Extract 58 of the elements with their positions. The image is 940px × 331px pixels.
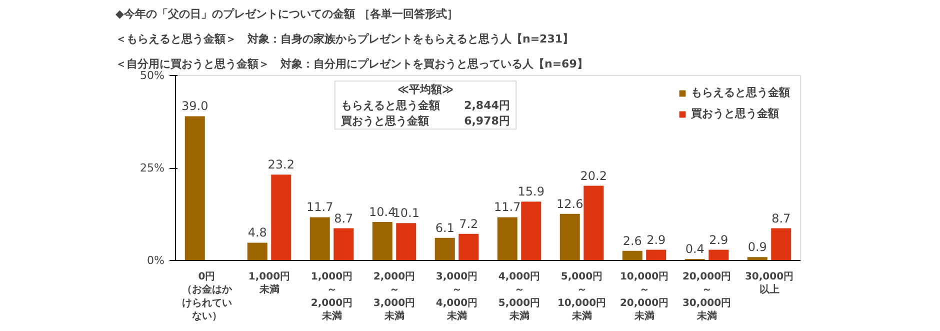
annotation: 買おうと思う金額	[340, 114, 430, 128]
data-label: 11.7	[306, 200, 334, 214]
bar	[747, 257, 768, 260]
data-label: 15.9	[518, 184, 544, 199]
annotation: 6,978円	[464, 114, 510, 128]
bar	[584, 186, 604, 260]
annotation: 2,844円	[464, 98, 510, 112]
chart-title: ◆今年の「父の日」のプレゼントについての金額 ［各単一回答形式］	[116, 8, 458, 20]
legend-label: もらえると思う金額	[691, 85, 790, 100]
x-tick-label: 1,000円未満	[248, 272, 290, 296]
bar	[396, 223, 416, 260]
x-tick-label: 5,000円～10,000円未満	[557, 272, 606, 322]
text: ＜自分用に買おうと思う金額＞ 対象：自分用にプレゼントを買おうと思っている人【n=69】	[116, 58, 588, 70]
data-label: 0.9	[748, 240, 767, 254]
legend-label: 買おうと思う金額	[691, 106, 779, 121]
x-tick-label: 1,000円～2,000円未満	[310, 272, 353, 322]
data-label: 0.4	[685, 242, 704, 256]
x-tick-label: 4,000円～5,000円未満	[498, 272, 540, 322]
bar	[771, 228, 792, 260]
data-label: 8.7	[772, 211, 791, 226]
bar	[458, 234, 479, 260]
x-tick-label: 10,000円～20,000円未満	[620, 272, 669, 322]
data-label: 4.8	[248, 226, 267, 240]
y-tick-label: 0%	[147, 254, 164, 267]
x-tick-label: 3,000円～4,000円未満	[436, 272, 478, 322]
bar	[497, 217, 518, 260]
data-label: 8.7	[334, 211, 354, 226]
bar	[521, 202, 542, 260]
data-label: 20.2	[580, 168, 607, 183]
data-label: 12.6	[556, 196, 584, 211]
data-label: 2.6	[622, 234, 642, 248]
bar	[372, 222, 392, 260]
data-label: 2.9	[709, 232, 728, 247]
bar	[184, 116, 205, 260]
data-label: 23.2	[268, 158, 294, 172]
bar	[310, 217, 330, 260]
data-label: 7.2	[459, 216, 478, 231]
x-tick-label: 0円（お金はかけられていない）	[182, 272, 233, 322]
data-label: 2.9	[646, 232, 666, 247]
bar	[334, 228, 354, 260]
y-tick-label: 50%	[140, 69, 165, 82]
annotation: もらえると思う金額	[341, 98, 440, 112]
chart-subtitle: ＜もらえると思う金額＞ 対象：自身の家族からプレゼントをもらえると思う人【n=231】	[116, 32, 574, 46]
data-label: 11.7	[494, 200, 521, 214]
x-tick-label: 20,000円～30,000円未満	[682, 272, 732, 322]
y-tick-label: 25%	[140, 162, 165, 174]
bar	[622, 250, 642, 260]
bar	[560, 214, 580, 260]
bar	[646, 250, 666, 260]
bar	[708, 250, 729, 260]
data-label: 39.0	[182, 99, 208, 114]
annotation: ≪平均額≫	[397, 82, 454, 96]
data-label: 6.1	[435, 220, 454, 235]
bar	[247, 242, 268, 260]
x-tick-label: 30,000円以上	[744, 272, 794, 296]
x-tick-label: 2,000円～3,000円未満	[373, 272, 416, 322]
bar	[434, 238, 455, 260]
bar	[271, 174, 292, 260]
